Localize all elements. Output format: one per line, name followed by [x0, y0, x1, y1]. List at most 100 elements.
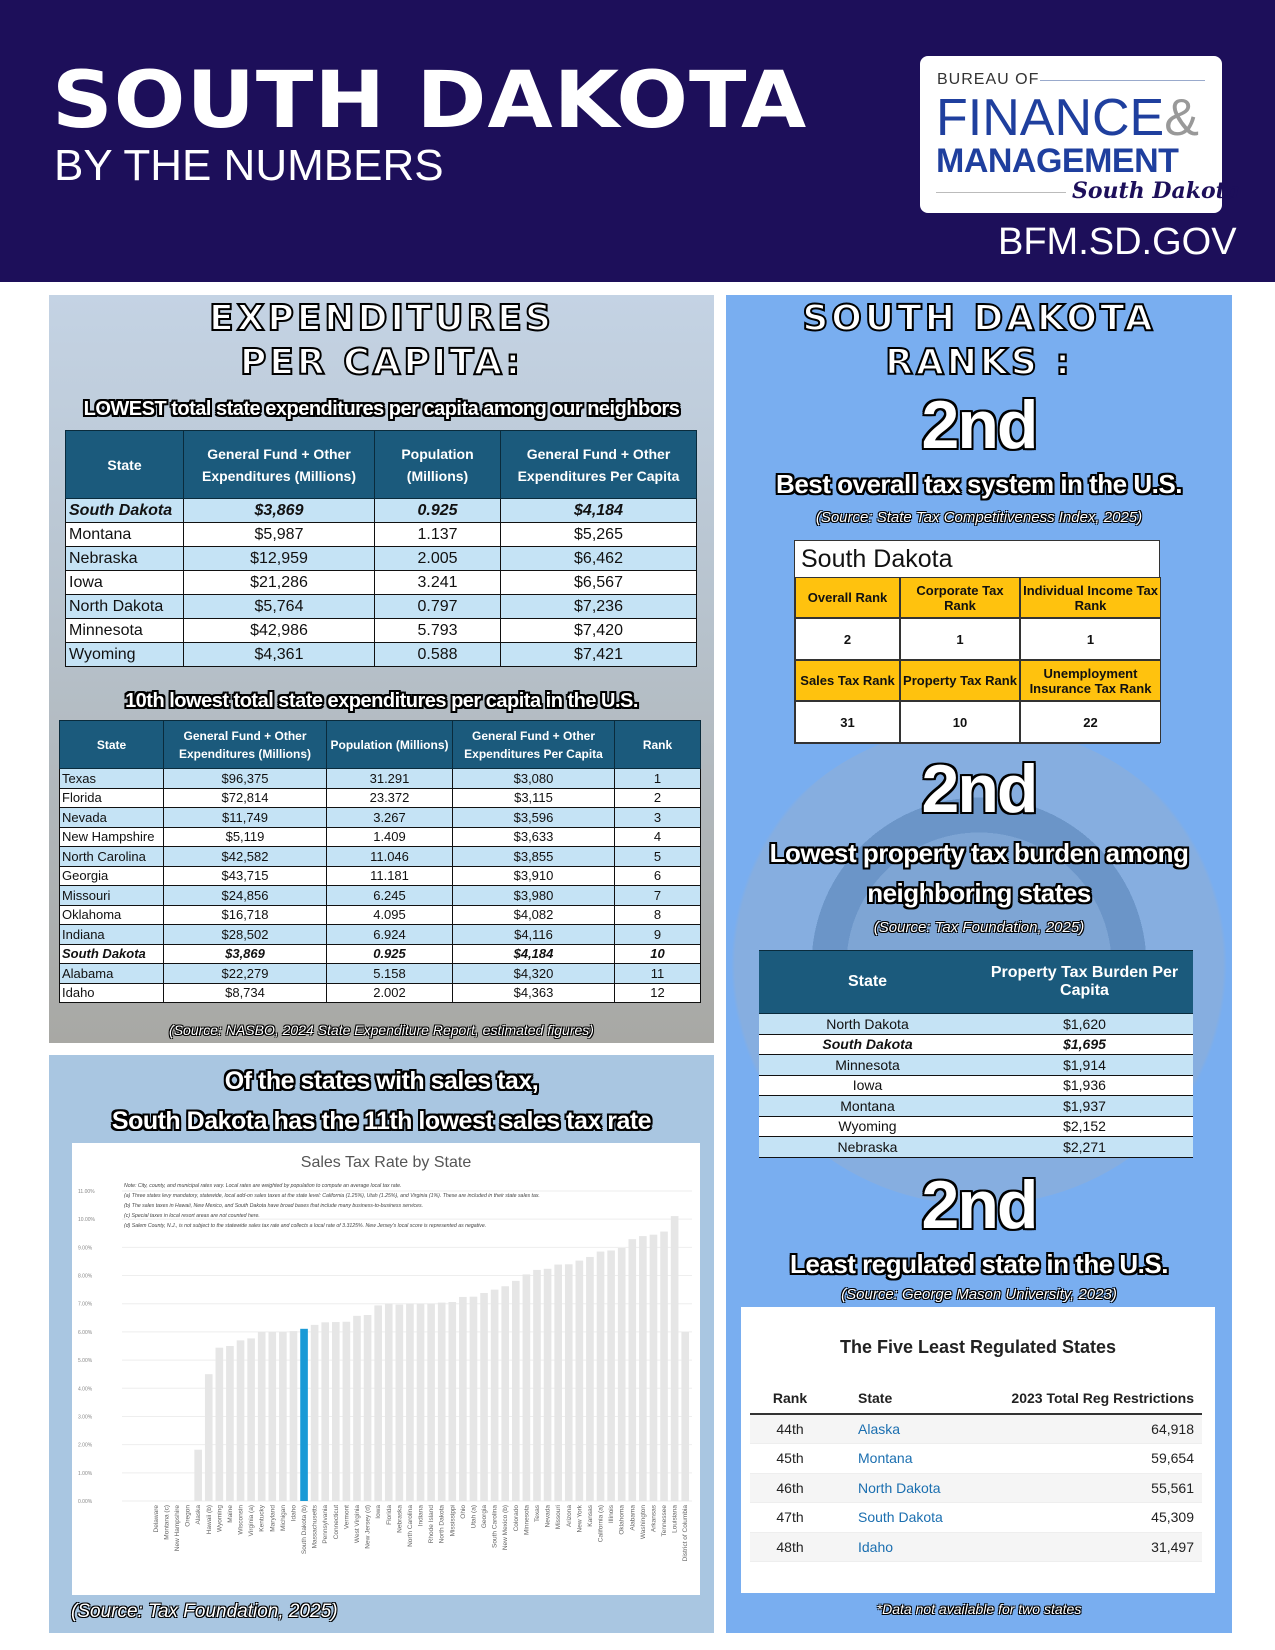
table-cell: $5,265	[500, 522, 697, 547]
x-tick-label: Missouri	[555, 1505, 562, 1529]
table-cell: 2	[614, 787, 701, 808]
title-line: PER CAPITA:	[239, 341, 523, 384]
column-header: Rank	[614, 720, 701, 769]
table-cell: Alabama	[59, 963, 164, 984]
bar	[374, 1305, 382, 1501]
bar	[300, 1328, 308, 1501]
table-cell: $1,914	[976, 1054, 1193, 1076]
text-line: Lowest property tax burden among	[769, 838, 1189, 868]
page-title: SOUTH DAKOTA	[52, 56, 808, 146]
bar	[586, 1256, 594, 1501]
regulation-table: Rank State 2023 Total Reg Restrictions 44th…	[750, 1382, 1202, 1562]
chart-note: (c) Special taxes in local resort areas …	[124, 1213, 260, 1219]
rank-label: Sales Tax Rank	[795, 660, 900, 701]
table-cell: $1,936	[976, 1074, 1193, 1096]
table-cell: Nebraska	[759, 1136, 976, 1158]
table-cell: 3	[614, 807, 701, 828]
x-tick-label: Vermont	[343, 1505, 350, 1529]
bar	[395, 1304, 404, 1501]
table-cell: 64,918	[1000, 1414, 1202, 1444]
table-cell: $3,869	[183, 498, 375, 523]
table-row: Alabama $22,279 5.158 $4,320 11	[59, 963, 701, 984]
table-cell: 5.793	[374, 618, 501, 643]
bar	[512, 1280, 520, 1501]
column-header: Population (Millions)	[326, 720, 453, 769]
column-header: State	[759, 950, 976, 1014]
bar	[342, 1321, 351, 1501]
x-tick-label: Delaware	[153, 1505, 160, 1533]
table-cell: Georgia	[59, 865, 164, 886]
table-cell: $4,320	[452, 963, 615, 984]
table-cell: 12	[614, 982, 701, 1003]
table-cell: Iowa	[65, 570, 184, 595]
y-tick-label: 5.00%	[78, 1358, 93, 1364]
x-tick-label: Connecticut	[333, 1505, 340, 1540]
table-cell: 46th	[750, 1473, 830, 1503]
expenditures-source: (Source: NASBO, 2024 State Expenditure R…	[169, 1022, 594, 1038]
table-cell: $3,980	[452, 885, 615, 906]
table-row: New Hampshire $5,119 1.409 $3,633 4	[59, 826, 701, 847]
table-cell: New Hampshire	[59, 826, 164, 847]
table-cell: 0.925	[326, 943, 453, 964]
table-cell: 4	[614, 826, 701, 847]
expenditures-panel: EXPENDITURES PER CAPITA: LOWEST total st…	[49, 295, 714, 1043]
table-cell: $22,279	[163, 963, 327, 984]
table-cell: $3,910	[452, 865, 615, 886]
table-cell: 1.137	[374, 522, 501, 547]
table-cell: 0.925	[374, 498, 501, 523]
regulation-rank: 2nd	[921, 1167, 1039, 1243]
table-cell: 0.797	[374, 594, 501, 619]
table-cell: Idaho	[59, 982, 164, 1003]
website-link[interactable]: BFM.SD.GOV	[998, 221, 1237, 263]
chart-note: Note: City, county, and municipal rates …	[124, 1183, 401, 1189]
bar	[533, 1269, 541, 1501]
chart-note: (b) The sales taxes in Hawaii, New Mexic…	[124, 1203, 423, 1209]
table-cell: $3,869	[163, 943, 327, 964]
rank-value: 10	[900, 701, 1020, 743]
logo-signature: South Dakota	[1072, 178, 1241, 204]
x-tick-label: Nevada	[545, 1505, 552, 1528]
y-tick-label: 0.00%	[78, 1499, 93, 1505]
x-tick-label: Louisiana	[672, 1505, 679, 1533]
table-cell: 55,561	[1000, 1473, 1202, 1503]
table-cell: North Dakota	[830, 1473, 1000, 1503]
y-tick-label: 11.00%	[78, 1189, 95, 1195]
ranks-title: SOUTH DAKOTA RANKS :	[726, 297, 1232, 385]
us-table: State General Fund + Other Expenditures (…	[59, 720, 701, 1003]
table-cell: Wyoming	[65, 642, 184, 667]
bar	[490, 1289, 499, 1501]
table-cell: 7	[614, 885, 701, 906]
table-cell: Minnesota	[759, 1054, 976, 1076]
table-cell: $72,814	[163, 787, 327, 808]
rank-value: 22	[1020, 701, 1161, 743]
column-header: Population (Millions)	[374, 430, 501, 499]
bfm-logo[interactable]: BUREAU OF FINANCE& MANAGEMENT South Dako…	[920, 56, 1240, 213]
rank-label: Overall Rank	[795, 577, 900, 618]
table-cell: $5,119	[163, 826, 327, 847]
table-cell: $1,937	[976, 1095, 1193, 1117]
x-tick-label: Idaho	[290, 1505, 297, 1522]
table-row: Nevada $11,749 3.267 $3,596 3	[59, 807, 701, 828]
tax-system-source: (Source: State Tax Competitiveness Index…	[815, 509, 1143, 526]
rank-label: Individual Income Tax Rank	[1020, 577, 1161, 618]
table-cell: $4,184	[452, 943, 615, 964]
bar	[670, 1216, 679, 1501]
x-tick-label: Utah (a)	[470, 1505, 477, 1528]
table-row: Wyoming $2,152	[759, 1115, 1193, 1137]
table-row: Iowa $21,286 3.241 $6,567	[65, 570, 697, 595]
bar	[522, 1274, 531, 1501]
table-cell: 6.245	[326, 885, 453, 906]
table-cell: $8,734	[163, 982, 327, 1003]
chart-note: (d) Salem County, N.J., is not subject t…	[124, 1223, 486, 1229]
y-tick-label: 1.00%	[78, 1471, 93, 1477]
table-cell: North Dakota	[759, 1013, 976, 1035]
x-tick-label: Nebraska	[396, 1505, 403, 1533]
tax-system-text: Best overall tax system in the U.S.	[776, 469, 1182, 499]
x-tick-label: Michigan	[280, 1505, 287, 1531]
rank-label: Corporate Tax Rank	[900, 577, 1020, 618]
page-subtitle: BY THE NUMBERS	[54, 141, 444, 190]
x-tick-label: Florida	[386, 1505, 393, 1525]
column-header: General Fund + Other Expenditures (Milli…	[163, 720, 327, 769]
bar	[617, 1247, 626, 1501]
bar	[215, 1347, 224, 1501]
